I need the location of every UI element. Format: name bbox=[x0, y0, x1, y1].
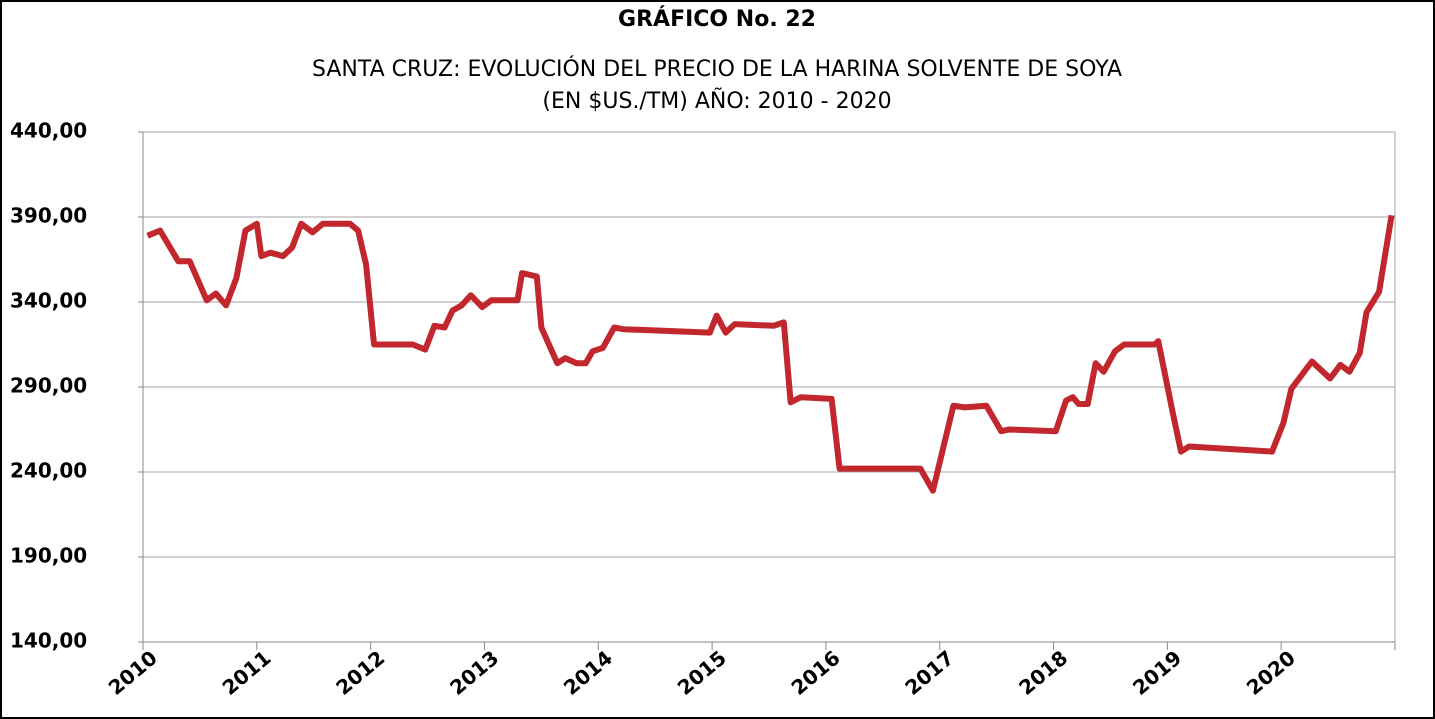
y-tick-label: 340,00 bbox=[10, 289, 87, 313]
y-tick-label: 290,00 bbox=[10, 374, 87, 398]
y-tick-label: 240,00 bbox=[10, 459, 87, 483]
chart-title: GRÁFICO No. 22 bbox=[618, 6, 816, 32]
data-line bbox=[146, 214, 1395, 494]
y-tick-label: 440,00 bbox=[10, 119, 87, 143]
chart-subtitle: (EN $US./TM) AÑO: 2010 - 2020 bbox=[542, 87, 891, 114]
y-tick-label: 390,00 bbox=[10, 204, 87, 228]
y-tick-label: 140,00 bbox=[10, 629, 87, 653]
y-tick-label: 190,00 bbox=[10, 544, 87, 568]
chart-subtitle: SANTA CRUZ: EVOLUCIÓN DEL PRECIO DE LA H… bbox=[312, 56, 1122, 82]
